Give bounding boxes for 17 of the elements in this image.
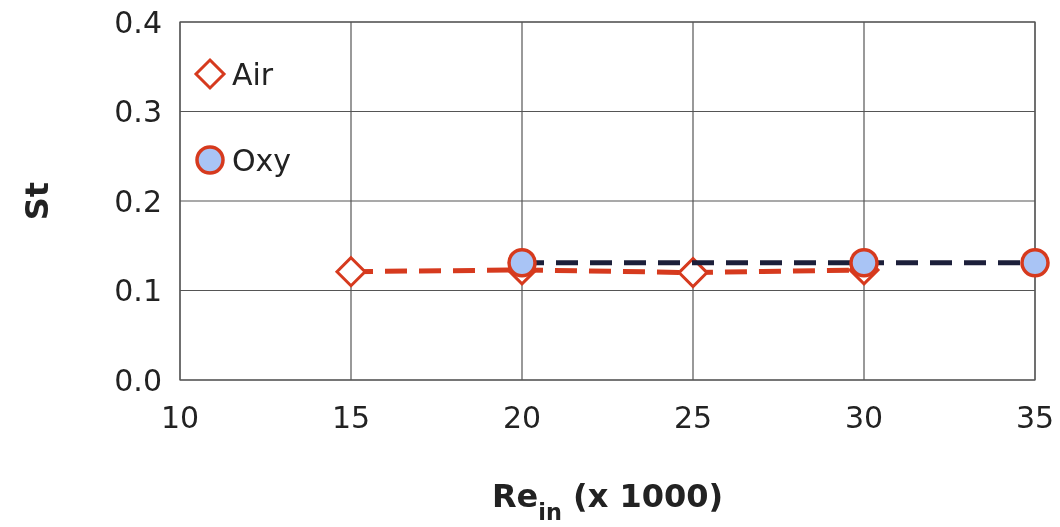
x-tick-label: 30 — [844, 400, 884, 435]
x-axis-title: Re$_{in}$ (x 1000) — [491, 477, 724, 525]
x-tick-label: 35 — [1015, 400, 1055, 435]
legend-label: Oxy — [232, 142, 292, 178]
x-tick-label: 20 — [502, 400, 542, 435]
y-axis-title: St — [18, 181, 56, 221]
y-tick-label: 0.3 — [114, 94, 162, 129]
y-tick-label: 0.2 — [114, 183, 162, 219]
y-tick-label: 0.4 — [114, 4, 162, 40]
x-tick-label: 15 — [331, 400, 371, 435]
point — [335, 256, 367, 288]
y-tick-label: 0.1 — [114, 273, 162, 308]
point — [677, 257, 709, 289]
x-tick-label: 10 — [160, 400, 200, 435]
legend-label: Air — [232, 56, 274, 92]
x-tick-label: 25 — [673, 400, 713, 435]
y-tick-label: 0.0 — [114, 362, 162, 398]
